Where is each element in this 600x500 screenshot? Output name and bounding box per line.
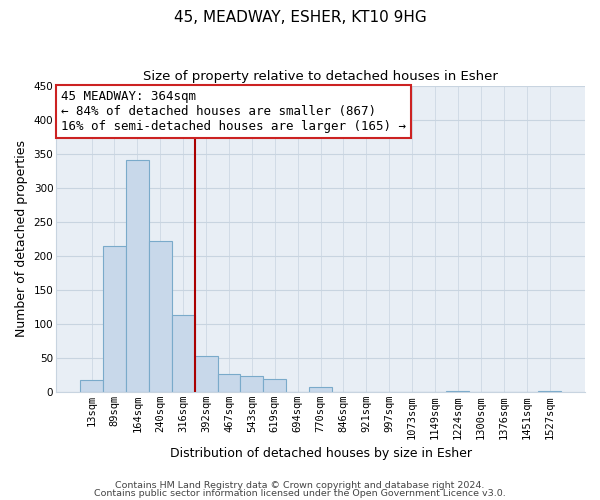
Text: Contains HM Land Registry data © Crown copyright and database right 2024.: Contains HM Land Registry data © Crown c… [115,481,485,490]
Bar [538,391,561,392]
Bar [309,388,332,392]
X-axis label: Distribution of detached houses by size in Esher: Distribution of detached houses by size … [170,447,472,460]
Bar [194,356,218,392]
Bar [80,380,103,392]
Title: Size of property relative to detached houses in Esher: Size of property relative to detached ho… [143,70,498,83]
Text: Contains public sector information licensed under the Open Government Licence v3: Contains public sector information licen… [94,488,506,498]
Text: 45, MEADWAY, ESHER, KT10 9HG: 45, MEADWAY, ESHER, KT10 9HG [173,10,427,25]
Bar [241,376,263,392]
Bar [126,160,149,392]
Bar [172,315,194,392]
Bar [149,241,172,392]
Bar [103,246,126,392]
Y-axis label: Number of detached properties: Number of detached properties [15,140,28,338]
Bar [446,391,469,392]
Text: 45 MEADWAY: 364sqm
← 84% of detached houses are smaller (867)
16% of semi-detach: 45 MEADWAY: 364sqm ← 84% of detached hou… [61,90,406,133]
Bar [263,379,286,392]
Bar [218,374,241,392]
